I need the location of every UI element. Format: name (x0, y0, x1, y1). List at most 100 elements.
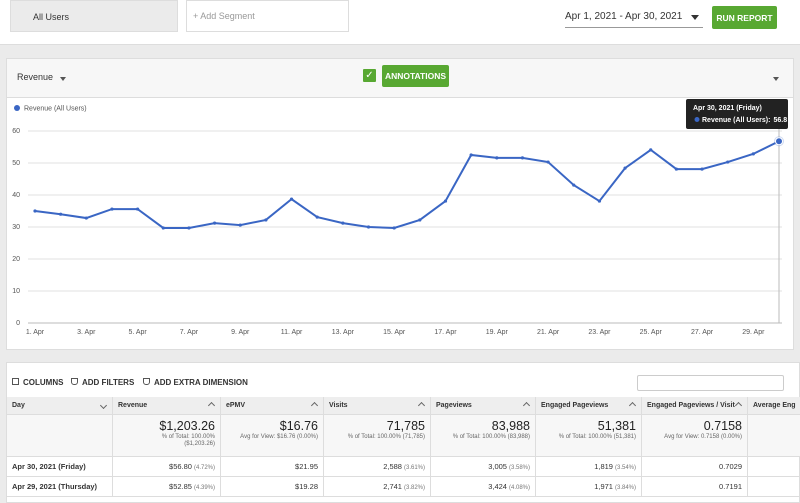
header-cell[interactable]: ePMV (221, 397, 324, 415)
totals-cell (7, 415, 113, 457)
sort-icon (628, 401, 637, 410)
sort-icon (522, 401, 531, 410)
y-tick-label: 50 (12, 160, 20, 167)
point (392, 226, 396, 230)
totals-value: $1,203.26 (159, 419, 215, 433)
point (187, 226, 191, 230)
cell-value: $56.80 (169, 462, 192, 471)
table-cell: 0.7191 (642, 477, 748, 497)
header-cell[interactable]: Visits (324, 397, 431, 415)
panel-arrow (773, 77, 779, 81)
chart-panel: Revenue ✓ ANNOTATIONS (6, 58, 794, 350)
point (59, 212, 63, 216)
x-tick-label: 17. Apr (434, 329, 457, 336)
add-segment[interactable]: + Add Segment (186, 0, 349, 32)
point (775, 137, 783, 146)
cell-value: 1,971 (594, 482, 613, 491)
point (751, 152, 755, 156)
point (700, 167, 704, 171)
y-tick-label: 0 (16, 320, 20, 327)
x-tick-label: 21. Apr (537, 329, 560, 336)
tool-button[interactable]: ADD EXTRA DIMENSION (154, 378, 248, 387)
table-cell: $21.95 (221, 457, 324, 477)
table-cell: 3,005 (3.58%) (431, 457, 536, 477)
metric-arrow (60, 77, 66, 81)
point (443, 199, 448, 203)
point (289, 197, 294, 201)
totals-cell: 51,381% of Total: 100.00% (51,381) (536, 415, 642, 457)
x-tick-label: 5. Apr (128, 329, 147, 336)
cell-value: $21.95 (295, 462, 318, 471)
header-cell[interactable]: Pageviews (431, 397, 536, 415)
date-range[interactable]: Apr 1, 2021 - Apr 30, 2021 (565, 11, 703, 28)
cell-pct: (3.61%) (403, 465, 425, 471)
segment[interactable]: All Users (10, 0, 178, 32)
table-cell: Apr 30, 2021 (Friday) (7, 457, 113, 477)
point (674, 167, 678, 171)
cell-value: 2,741 (383, 482, 402, 491)
table-cell: 0.7029 (642, 457, 748, 477)
point (418, 218, 422, 222)
x-tick-label: 7. Apr (180, 329, 199, 336)
header-label: Visits (329, 402, 348, 409)
totals-cell: 0.7158 Avg for View: 0.7158 (0.00%) (642, 415, 748, 457)
point (136, 207, 140, 211)
header-label: Average Eng (753, 402, 796, 409)
point (84, 216, 88, 220)
table-panel: COLUMNS ADD FILTERS ADD EXTRA DIMENSION Day… (6, 362, 800, 503)
legend-marker (14, 105, 20, 111)
table-cell: 2,741 (3.82%) (324, 477, 431, 497)
cell-value: 1,819 (594, 462, 613, 471)
header-cell[interactable]: Engaged Pageviews (536, 397, 642, 415)
totals-value: $16.76 (279, 419, 318, 433)
point (110, 207, 114, 211)
point (212, 221, 217, 225)
table-cell: $52.85 (4.39%) (113, 477, 221, 497)
metric-select[interactable]: Revenue (17, 72, 54, 82)
totals-cell: 71,785% of Total: 100.00% (71,785) (324, 415, 431, 457)
tooltip-title: Apr 30, 2021 (Friday) (693, 105, 762, 112)
point (546, 160, 550, 164)
x-tick-label: 19. Apr (486, 329, 509, 336)
header-label: Day (12, 402, 25, 409)
point (161, 226, 165, 230)
search-box[interactable] (637, 375, 784, 391)
point (495, 156, 499, 160)
tool-button[interactable]: ADD FILTERS (82, 378, 135, 387)
table-cell: 1,819 (3.54%) (536, 457, 642, 477)
totals-value: 83,988 (491, 419, 530, 433)
header-label: Engaged Pageviews (541, 402, 609, 409)
chart: 0 10 20 30 40 50 60 1. Apr 3. Apr 5. Apr 7. Apr 9. … (12, 99, 788, 336)
run-report-button[interactable]: RUN REPORT (712, 6, 777, 29)
header-label: Engaged Pageviews / Visit (647, 402, 735, 409)
annotations-checkbox[interactable]: ✓ (363, 69, 376, 82)
header-label: ePMV (226, 402, 246, 409)
header-cell[interactable]: Day (7, 397, 113, 415)
point (341, 221, 345, 225)
annotations-button[interactable]: ANNOTATIONS (382, 65, 449, 87)
point (264, 218, 268, 222)
sort-icon (99, 401, 108, 410)
x-tick-label: 1. Apr (26, 329, 45, 336)
sort-icon (207, 401, 216, 410)
sort-icon (417, 401, 426, 410)
x-tick-label: 29. Apr (742, 329, 765, 336)
header-cell[interactable]: Average Eng (748, 397, 800, 415)
totals-sub: % of Total: 100.00% (71,785) (347, 434, 425, 440)
y-tick-label: 20 (12, 256, 20, 263)
table-cell: $56.80 (4.72%) (113, 457, 221, 477)
totals-sub: % of Total: 100.00% (51,381) (558, 434, 636, 440)
cell-pct: (3.58%) (508, 465, 530, 471)
y-tick-label: 10 (12, 288, 20, 295)
point (238, 223, 242, 227)
header-cell[interactable]: Engaged Pageviews / Visit (642, 397, 748, 415)
cell-pct: (3.84%) (614, 485, 636, 491)
cell-pct: (3.54%) (614, 465, 636, 471)
point (469, 153, 473, 157)
tool-icon (143, 378, 150, 385)
x-tick-label: 9. Apr (231, 329, 250, 336)
header-cell[interactable]: Revenue (113, 397, 221, 415)
tool-button[interactable]: COLUMNS (23, 378, 64, 387)
dropdown-arrow (691, 15, 699, 20)
tooltip-marker (694, 117, 700, 122)
